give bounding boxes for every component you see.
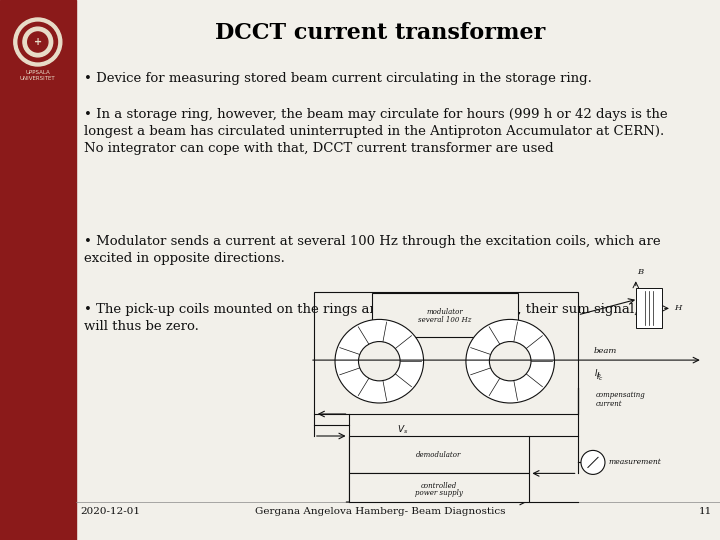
Ellipse shape xyxy=(490,342,531,381)
Bar xyxy=(348,436,529,474)
Text: controlled: controlled xyxy=(421,482,457,490)
Text: UPPSALA
UNIVERSITET: UPPSALA UNIVERSITET xyxy=(20,70,55,81)
Text: demodulator: demodulator xyxy=(416,451,462,458)
Ellipse shape xyxy=(335,319,423,403)
Text: • Modulator sends a current at several 100 Hz through the excitation coils, whic: • Modulator sends a current at several 1… xyxy=(84,235,660,265)
Text: $I_c$: $I_c$ xyxy=(596,370,603,383)
Text: DCCT current transformer: DCCT current transformer xyxy=(215,22,545,44)
Text: measurement: measurement xyxy=(608,458,661,467)
Circle shape xyxy=(23,27,53,57)
Bar xyxy=(372,293,518,337)
Text: • In a storage ring, however, the beam may circulate for hours (999 h or 42 days: • In a storage ring, however, the beam m… xyxy=(84,108,667,155)
Text: compensating: compensating xyxy=(596,390,646,399)
Ellipse shape xyxy=(466,319,554,403)
Bar xyxy=(348,474,529,502)
Ellipse shape xyxy=(359,342,400,381)
Text: B: B xyxy=(636,268,643,276)
Text: Gergana Angelova Hamberg- Beam Diagnostics: Gergana Angelova Hamberg- Beam Diagnosti… xyxy=(255,508,505,516)
Bar xyxy=(0,0,76,540)
Text: several 100 Hz: several 100 Hz xyxy=(418,316,472,324)
Text: 2020-12-01: 2020-12-01 xyxy=(81,508,140,516)
Circle shape xyxy=(27,32,48,52)
Text: 11: 11 xyxy=(698,508,712,516)
Text: +: + xyxy=(34,37,42,47)
Text: modulator: modulator xyxy=(426,308,463,316)
Bar xyxy=(636,288,662,328)
Text: • Device for measuring stored beam current circulating in the storage ring.: • Device for measuring stored beam curre… xyxy=(84,72,591,85)
Bar xyxy=(314,292,577,414)
Text: H: H xyxy=(674,305,681,313)
Circle shape xyxy=(581,450,605,475)
Circle shape xyxy=(18,22,58,62)
Text: • The pick-up coils mounted on the rings are connected in series, their sum sign: • The pick-up coils mounted on the rings… xyxy=(84,303,660,333)
Text: beam: beam xyxy=(594,347,618,355)
Text: $V_s$: $V_s$ xyxy=(397,423,408,436)
Text: power supply: power supply xyxy=(415,489,463,497)
Circle shape xyxy=(14,18,62,66)
Text: $I_b$: $I_b$ xyxy=(594,367,602,380)
Text: current: current xyxy=(596,400,623,408)
